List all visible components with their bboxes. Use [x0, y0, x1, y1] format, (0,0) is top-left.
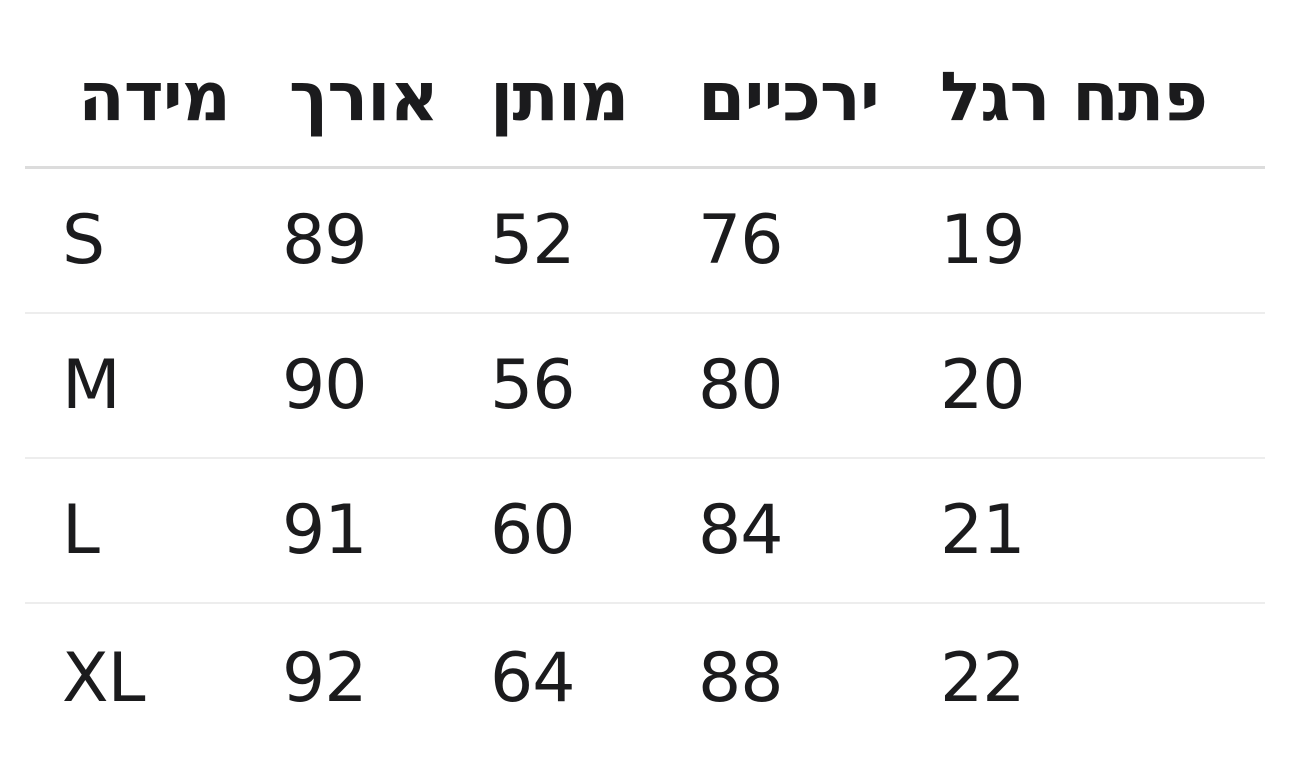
row-divider	[25, 312, 1265, 314]
table-row-xl: XL 92 64 88 22	[0, 604, 1290, 775]
table-row-m: M 90 56 80 20	[0, 314, 1290, 457]
cell-leg-opening: 22	[940, 639, 1026, 718]
header-cell-size: מידה	[78, 57, 231, 137]
cell-hips: 84	[698, 491, 784, 570]
header-cell-hips: ירכיים	[698, 57, 880, 137]
cell-leg-opening: 20	[940, 346, 1026, 425]
header-cell-length: אורך	[288, 57, 439, 137]
cell-hips: 80	[698, 346, 784, 425]
row-divider	[25, 602, 1265, 604]
cell-waist: 56	[490, 346, 576, 425]
cell-length: 90	[282, 346, 368, 425]
cell-hips: 76	[698, 201, 784, 280]
cell-waist: 60	[490, 491, 576, 570]
cell-leg-opening: 21	[940, 491, 1026, 570]
header-cell-leg-opening: פתח רגל	[940, 57, 1208, 137]
table-row-l: L 91 60 84 21	[0, 459, 1290, 602]
cell-size: XL	[62, 639, 145, 718]
cell-length: 92	[282, 639, 368, 718]
cell-length: 91	[282, 491, 368, 570]
table-row-s: S 89 52 76 19	[0, 169, 1290, 312]
cell-hips: 88	[698, 639, 784, 718]
header-divider	[25, 166, 1265, 169]
row-divider	[25, 457, 1265, 459]
cell-size: S	[62, 201, 105, 280]
cell-size: M	[62, 346, 121, 425]
table-header-row: מידה אורך מותן ירכיים פתח רגל	[0, 0, 1290, 166]
cell-leg-opening: 19	[940, 201, 1026, 280]
cell-waist: 64	[490, 639, 576, 718]
cell-size: L	[62, 491, 100, 570]
header-cell-waist: מותן	[490, 57, 629, 137]
cell-waist: 52	[490, 201, 576, 280]
cell-length: 89	[282, 201, 368, 280]
